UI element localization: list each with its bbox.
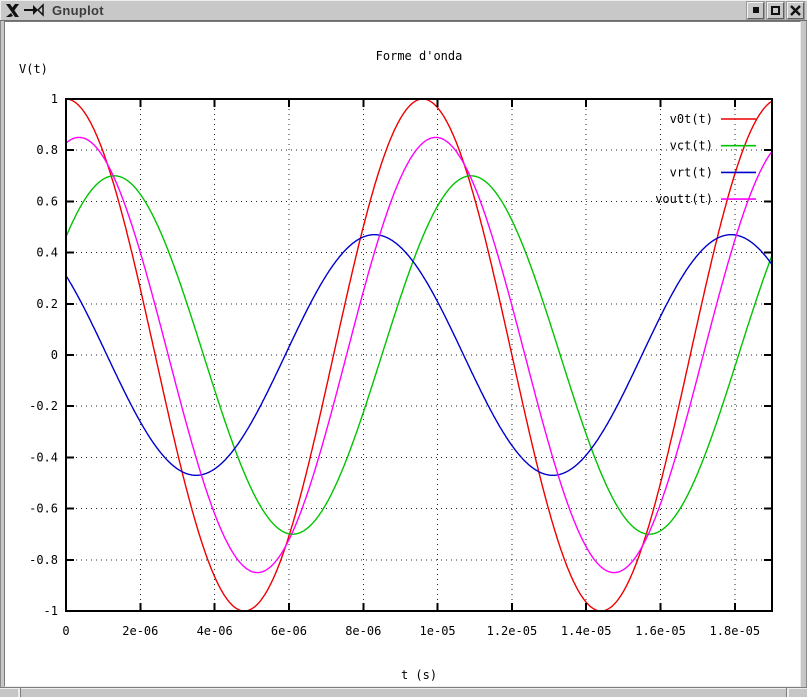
x-tick-label: 1e-05 bbox=[420, 624, 456, 638]
maximize-button[interactable] bbox=[767, 1, 784, 19]
y-tick-label: -0.6 bbox=[29, 502, 58, 516]
plot-title: Forme d'onda bbox=[375, 49, 463, 63]
y-tick-label: 1 bbox=[51, 92, 58, 106]
x-axis-label: t (s) bbox=[400, 668, 438, 682]
curve-vctt bbox=[65, 175, 773, 535]
resize-grip-left[interactable] bbox=[0, 688, 21, 697]
y-tick-label: 0 bbox=[51, 348, 58, 362]
pin-icon[interactable] bbox=[24, 3, 44, 17]
x-tick-label: 2e-06 bbox=[122, 624, 158, 638]
y-tick-label: 0.4 bbox=[36, 246, 58, 260]
x-tick-label: 1.6e-05 bbox=[635, 624, 686, 638]
plot-svg: 0 2e-06 4e-06 6e-06 8e-06 1e-05 1.2e-05 1.4e-05… bbox=[29, 92, 773, 638]
titlebar[interactable]: Gnuplot bbox=[0, 0, 807, 21]
maximize-icon bbox=[771, 5, 780, 15]
y-axis-label: V(t) bbox=[19, 62, 48, 76]
x11-logo-icon bbox=[5, 3, 20, 18]
legend-label: vrt(t) bbox=[670, 165, 713, 179]
y-tick-label: 0.8 bbox=[36, 143, 58, 157]
y-tick-label: 0.2 bbox=[36, 297, 58, 311]
y-tick-label: -0.8 bbox=[29, 553, 58, 567]
x-tick-label: 1.2e-05 bbox=[487, 624, 538, 638]
plot-canvas: Forme d'onda V(t) t (s) 0 2e-06 4e-06 6e-06… bbox=[4, 21, 801, 687]
legend-label: vct(t) bbox=[670, 139, 713, 153]
curve-vouttt bbox=[65, 136, 773, 574]
iconify-button[interactable] bbox=[747, 1, 764, 19]
x-tick-label: 0 bbox=[62, 624, 69, 638]
y-tick-label: 0.6 bbox=[36, 194, 58, 208]
resize-grip-right[interactable] bbox=[786, 688, 807, 697]
legend-label: voutt(t) bbox=[655, 192, 713, 206]
close-icon bbox=[790, 4, 801, 16]
window-title: Gnuplot bbox=[52, 2, 104, 18]
y-tick-label: -1 bbox=[44, 604, 58, 618]
x-tick-label: 6e-06 bbox=[271, 624, 307, 638]
iconify-icon bbox=[752, 7, 759, 13]
y-tick-label: -0.4 bbox=[29, 450, 58, 464]
close-button[interactable] bbox=[787, 1, 804, 19]
legend-label: v0t(t) bbox=[670, 112, 713, 126]
x-tick-label: 1.8e-05 bbox=[710, 624, 761, 638]
x-tick-label: 1.4e-05 bbox=[561, 624, 612, 638]
curve-vrtt bbox=[65, 233, 773, 476]
x-tick-label: 8e-06 bbox=[345, 624, 381, 638]
x-tick-label: 4e-06 bbox=[197, 624, 233, 638]
window-resize-handle[interactable] bbox=[0, 687, 807, 697]
y-tick-label: -0.2 bbox=[29, 399, 58, 413]
